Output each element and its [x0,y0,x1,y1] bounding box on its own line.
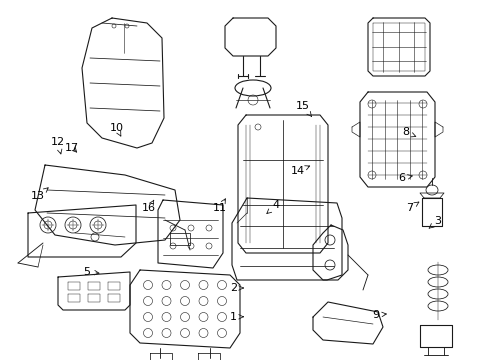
Text: 10: 10 [109,123,123,136]
Text: 5: 5 [83,267,99,277]
Text: 13: 13 [31,188,48,201]
Text: 15: 15 [296,101,311,116]
Text: 6: 6 [398,173,411,183]
Text: 3: 3 [428,216,440,228]
Text: 14: 14 [291,166,309,176]
Text: 11: 11 [213,199,226,213]
Text: 2: 2 [230,283,243,293]
Text: 12: 12 [51,137,64,154]
Text: 4: 4 [266,200,279,213]
Text: 9: 9 [371,310,386,320]
Text: 16: 16 [142,200,156,213]
Text: 1: 1 [230,312,243,322]
Text: 7: 7 [406,202,418,213]
Text: 8: 8 [402,127,415,138]
Text: 17: 17 [65,143,79,153]
